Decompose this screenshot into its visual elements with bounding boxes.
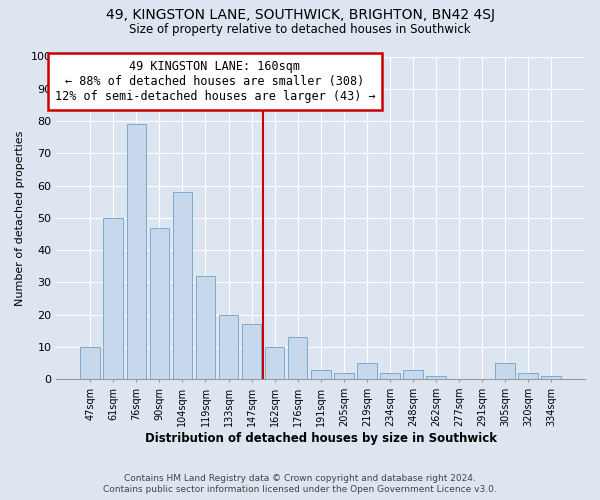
Text: Contains HM Land Registry data © Crown copyright and database right 2024.
Contai: Contains HM Land Registry data © Crown c…	[103, 474, 497, 494]
Bar	[495, 363, 515, 380]
Bar	[127, 124, 146, 380]
Bar	[357, 363, 377, 380]
Bar	[426, 376, 446, 380]
Bar	[149, 228, 169, 380]
Bar	[518, 373, 538, 380]
Bar	[173, 192, 192, 380]
Text: Size of property relative to detached houses in Southwick: Size of property relative to detached ho…	[129, 22, 471, 36]
Bar	[196, 276, 215, 380]
Bar	[334, 373, 353, 380]
Bar	[242, 324, 262, 380]
Bar	[380, 373, 400, 380]
Text: 49 KINGSTON LANE: 160sqm
← 88% of detached houses are smaller (308)
12% of semi-: 49 KINGSTON LANE: 160sqm ← 88% of detach…	[55, 60, 376, 102]
Text: 49, KINGSTON LANE, SOUTHWICK, BRIGHTON, BN42 4SJ: 49, KINGSTON LANE, SOUTHWICK, BRIGHTON, …	[106, 8, 494, 22]
Bar	[541, 376, 561, 380]
Bar	[80, 347, 100, 380]
Bar	[288, 338, 307, 380]
Bar	[403, 370, 422, 380]
Bar	[265, 347, 284, 380]
Bar	[219, 314, 238, 380]
X-axis label: Distribution of detached houses by size in Southwick: Distribution of detached houses by size …	[145, 432, 497, 445]
Bar	[311, 370, 331, 380]
Y-axis label: Number of detached properties: Number of detached properties	[15, 130, 25, 306]
Bar	[103, 218, 123, 380]
